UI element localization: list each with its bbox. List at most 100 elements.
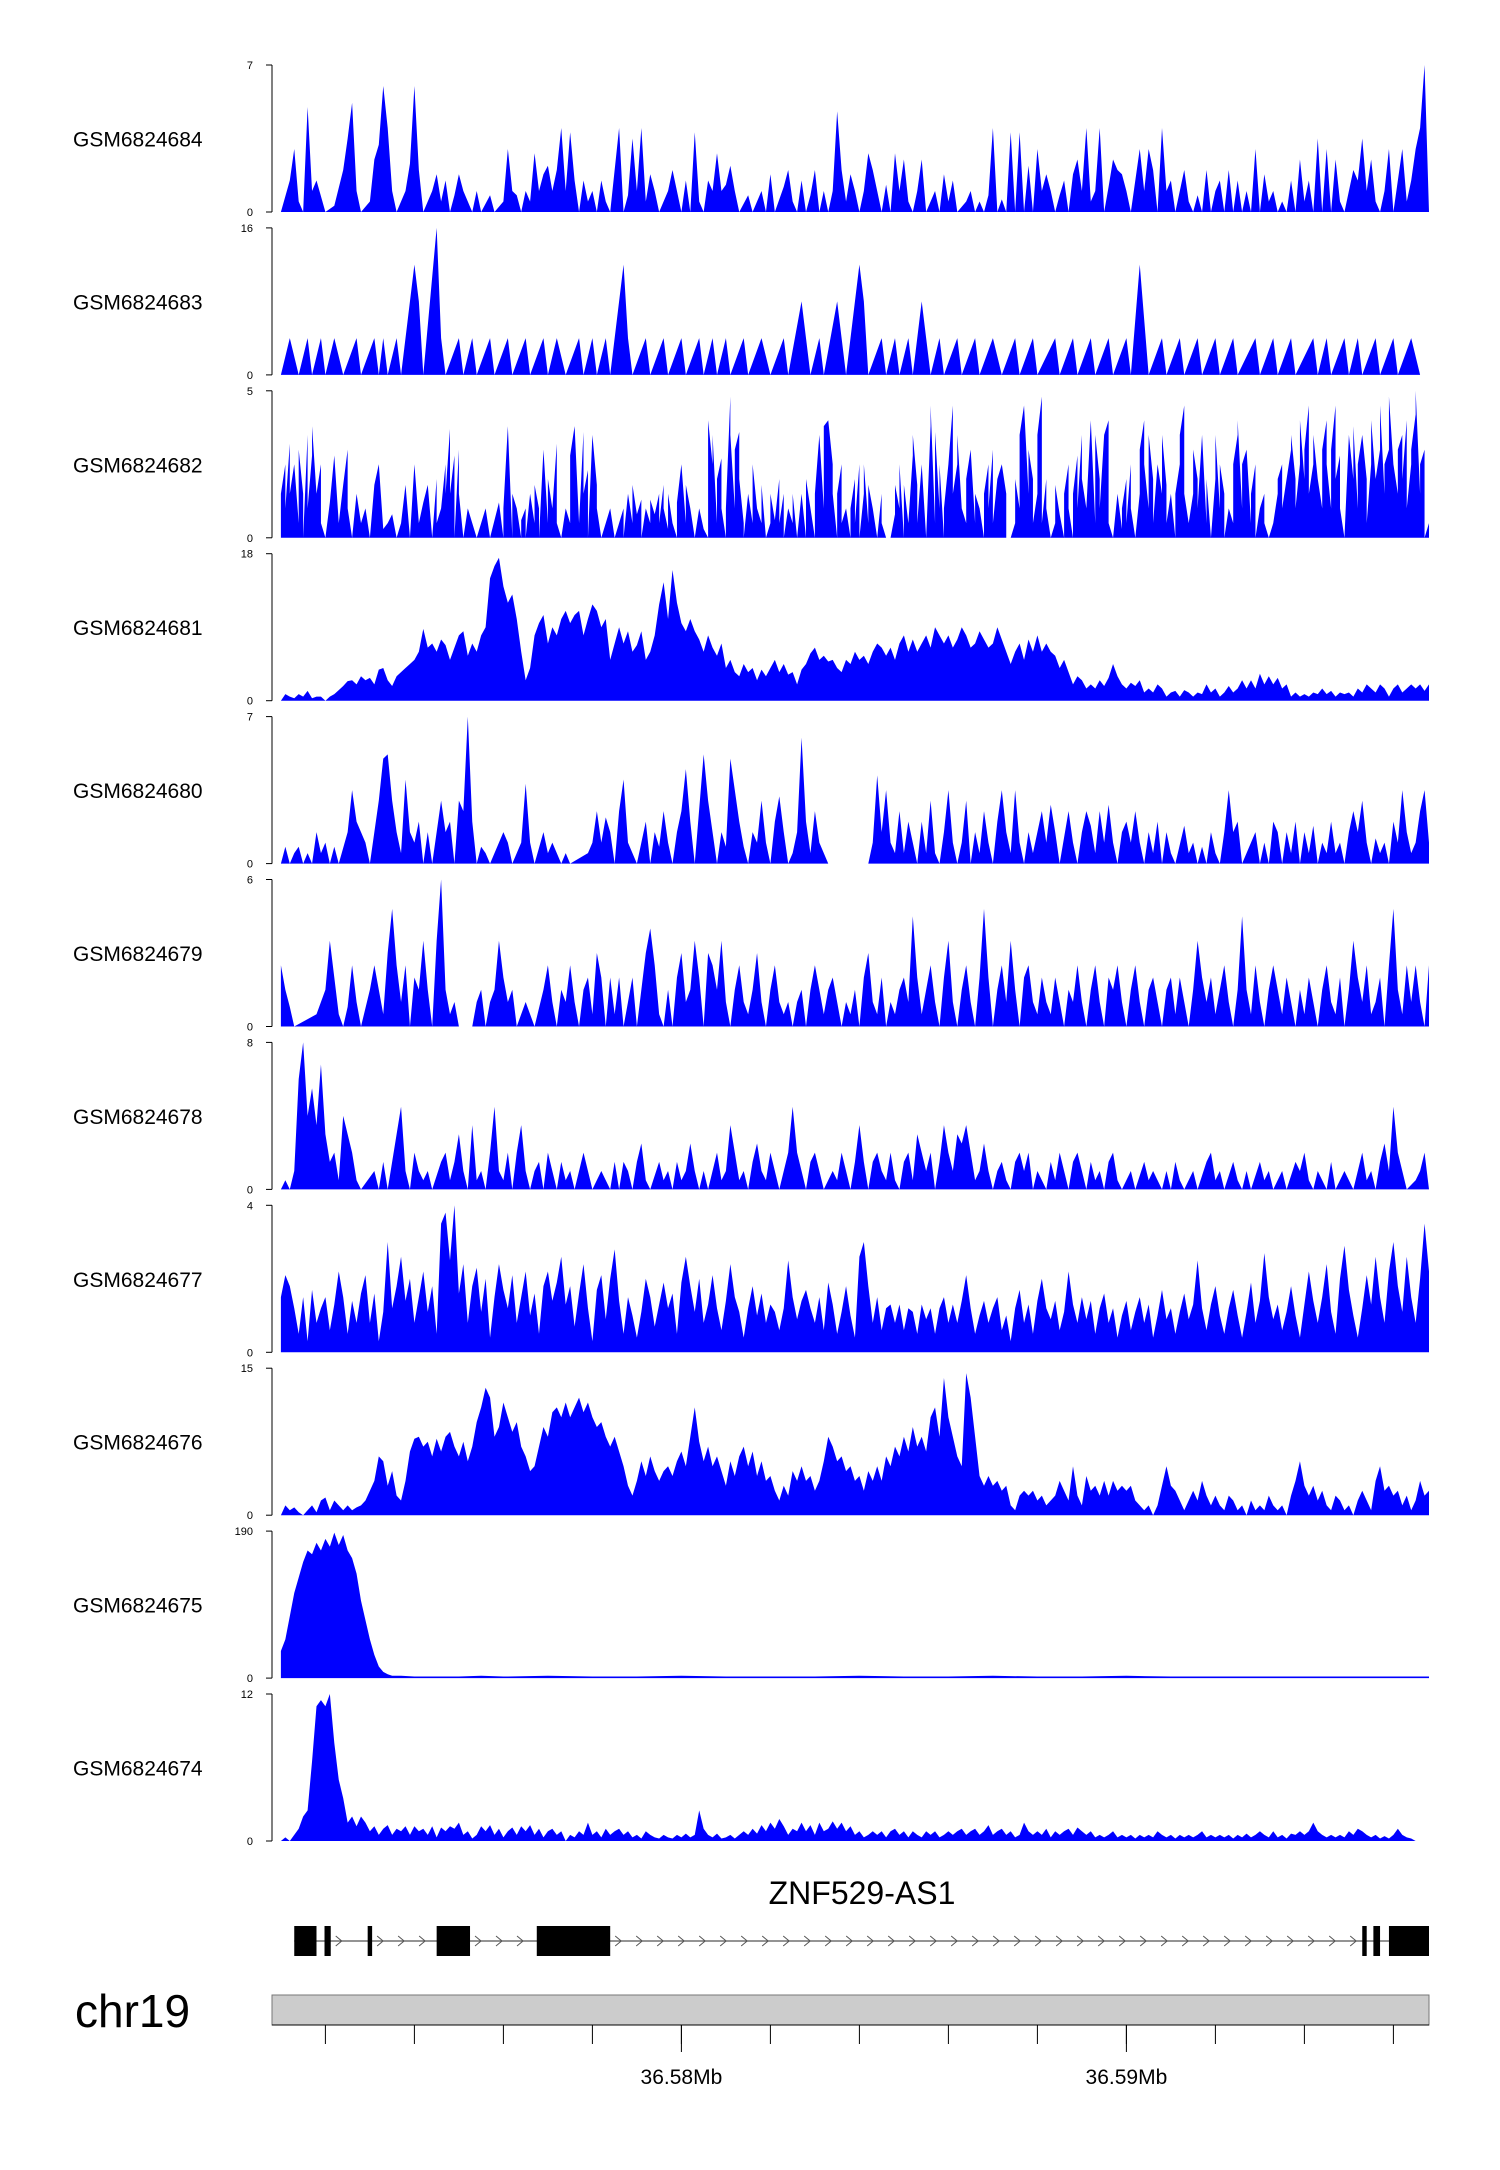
track-label: GSM6824677 (73, 1269, 203, 1292)
chromosome-ideogram (271, 1994, 1430, 2026)
track-label: GSM6824674 (73, 1758, 203, 1781)
track-GSM6824683: GSM6824683 16 0 (73, 223, 1421, 382)
strand-arrow (397, 1935, 405, 1947)
strand-arrow (1181, 1935, 1189, 1947)
strand-arrow (1265, 1935, 1273, 1947)
y-max-label: 15 (241, 1363, 253, 1375)
strand-arrow (635, 1935, 643, 1947)
strand-arrow (1286, 1935, 1294, 1947)
track-GSM6824680: GSM6824680 7 0 (73, 712, 1429, 871)
strand-arrow (971, 1935, 979, 1947)
y-min-label: 0 (247, 696, 253, 708)
track-label: GSM6824682 (73, 454, 203, 477)
exon (1362, 1926, 1367, 1956)
strand-arrow (677, 1935, 685, 1947)
track-label: GSM6824679 (73, 943, 203, 966)
strand-arrow (845, 1935, 853, 1947)
chromosome-label: chr19 (75, 1985, 190, 2037)
track-label: GSM6824681 (73, 617, 203, 640)
y-max-label: 190 (235, 1526, 253, 1538)
y-min-label: 0 (247, 370, 253, 382)
exon (1388, 1926, 1429, 1956)
y-min-label: 0 (247, 1022, 253, 1034)
axis-tick-label: 36.59Mb (1086, 2066, 1168, 2089)
y-min-label: 0 (247, 1347, 253, 1359)
strand-arrow (1118, 1935, 1126, 1947)
signal-area (280, 390, 1429, 538)
strand-arrow (1223, 1935, 1231, 1947)
strand-arrow (495, 1935, 503, 1947)
strand-arrow (1328, 1935, 1336, 1947)
exon (536, 1926, 611, 1956)
signal-area (280, 716, 1429, 864)
track-label: GSM6824683 (73, 291, 203, 314)
signal-area (280, 557, 1429, 701)
strand-arrow (1034, 1935, 1042, 1947)
strand-arrow (740, 1935, 748, 1947)
y-min-label: 0 (247, 1836, 253, 1848)
track-GSM6824678: GSM6824678 8 0 (73, 1037, 1429, 1196)
gene-name-label: ZNF529-AS1 (769, 1875, 956, 1911)
strand-arrow (614, 1935, 622, 1947)
gene-model (294, 1926, 1429, 1956)
signal-area (280, 1205, 1429, 1353)
exon (1373, 1926, 1381, 1956)
y-min-label: 0 (247, 533, 253, 545)
track-label: GSM6824680 (73, 780, 203, 803)
track-label: GSM6824675 (73, 1595, 203, 1618)
y-min-label: 0 (247, 1673, 253, 1685)
y-max-label: 7 (247, 60, 253, 72)
signal-tracks: GSM682468470GSM6824683160GSM682468250GSM… (73, 60, 1429, 1848)
track-GSM6824681: GSM6824681 18 0 (73, 549, 1429, 708)
strand-arrow (929, 1935, 937, 1947)
signal-area (280, 1042, 1429, 1190)
track-GSM6824684: GSM6824684 7 0 (73, 60, 1429, 219)
strand-arrow (950, 1935, 958, 1947)
strand-arrow (656, 1935, 664, 1947)
y-max-label: 7 (247, 712, 253, 724)
strand-arrow (908, 1935, 916, 1947)
signal-area (280, 1694, 1416, 1841)
strand-arrow (1076, 1935, 1084, 1947)
track-label: GSM6824676 (73, 1432, 203, 1455)
track-GSM6824677: GSM6824677 4 0 (73, 1200, 1429, 1359)
track-GSM6824679: GSM6824679 6 0 (73, 875, 1429, 1034)
track-label: GSM6824684 (73, 129, 203, 152)
strand-arrow (887, 1935, 895, 1947)
strand-arrow (1097, 1935, 1105, 1947)
y-min-label: 0 (247, 859, 253, 871)
strand-arrow (418, 1935, 426, 1947)
y-min-label: 0 (247, 1510, 253, 1522)
track-GSM6824682: GSM6824682 5 0 (73, 386, 1429, 545)
y-max-label: 8 (247, 1037, 253, 1049)
track-label: GSM6824678 (73, 1106, 203, 1129)
strand-arrow (824, 1935, 832, 1947)
strand-arrow (1349, 1935, 1357, 1947)
exon (324, 1926, 331, 1956)
strand-arrow (516, 1935, 524, 1947)
strand-arrow (803, 1935, 811, 1947)
strand-arrow (1139, 1935, 1147, 1947)
track-GSM6824676: GSM6824676 15 0 (73, 1363, 1429, 1522)
signal-area (280, 227, 1421, 375)
strand-arrow (761, 1935, 769, 1947)
strand-arrow (1244, 1935, 1252, 1947)
strand-arrow (474, 1935, 482, 1947)
exon (436, 1926, 471, 1956)
strand-arrow (1013, 1935, 1021, 1947)
strand-arrow (782, 1935, 790, 1947)
strand-arrow (1202, 1935, 1210, 1947)
exon (367, 1926, 373, 1956)
y-max-label: 5 (247, 386, 253, 398)
y-max-label: 6 (247, 875, 253, 887)
y-max-label: 12 (241, 1689, 253, 1701)
signal-area (280, 879, 1429, 1027)
exon (294, 1926, 317, 1956)
strand-arrow (376, 1935, 384, 1947)
y-min-label: 0 (247, 1184, 253, 1196)
strand-arrow (866, 1935, 874, 1947)
y-max-label: 4 (247, 1200, 253, 1212)
signal-area (280, 1373, 1429, 1516)
strand-arrow (1055, 1935, 1063, 1947)
signal-area (280, 65, 1429, 212)
